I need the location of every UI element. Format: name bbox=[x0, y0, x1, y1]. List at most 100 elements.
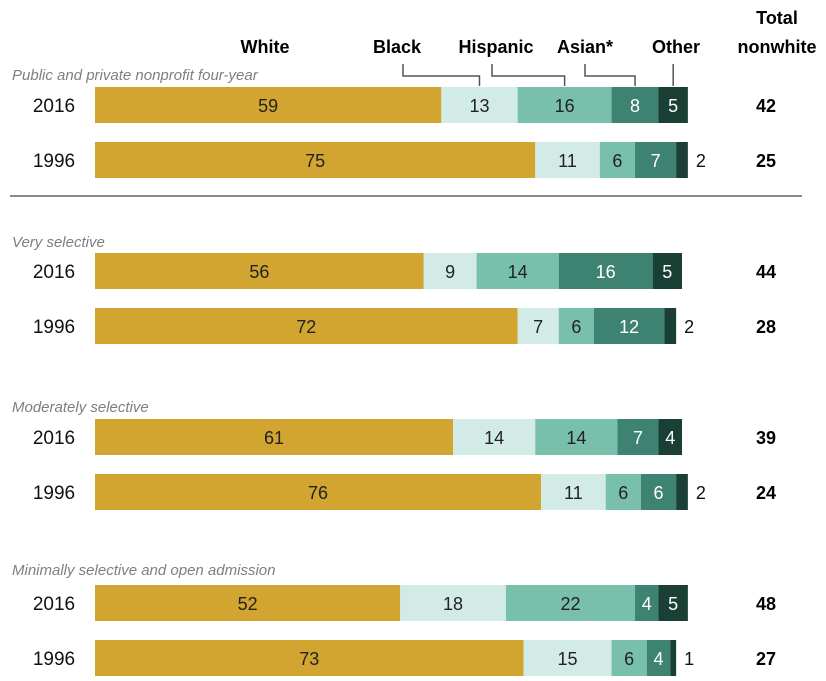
segment-value-label: 4 bbox=[654, 649, 664, 669]
segment-value-label: 59 bbox=[258, 96, 278, 116]
bar-segment-hispanic bbox=[611, 640, 647, 676]
bar-segment-other bbox=[676, 142, 688, 178]
segment-value-label: 16 bbox=[555, 96, 575, 116]
segment-value-label: 14 bbox=[508, 262, 528, 282]
bar-segment-black bbox=[517, 308, 559, 344]
bar-segment-other bbox=[676, 474, 688, 510]
bar-segment-asian bbox=[558, 253, 653, 289]
total-header-line-1: Total bbox=[756, 8, 798, 28]
group-label: Very selective bbox=[12, 234, 105, 251]
legend-leader-black bbox=[402, 64, 481, 86]
bar-segment-white bbox=[95, 253, 424, 289]
bar-segment-hispanic bbox=[605, 474, 641, 510]
segment-value-label: 52 bbox=[238, 594, 258, 614]
year-label: 1996 bbox=[33, 483, 75, 504]
segment-value-label: 15 bbox=[558, 649, 578, 669]
bar-segment-white bbox=[95, 308, 518, 344]
bar-segment-white bbox=[95, 142, 536, 178]
bar-segment-hispanic bbox=[599, 142, 636, 178]
bar-segment-white bbox=[95, 585, 401, 621]
bar-segment-black bbox=[400, 585, 506, 621]
bar-segment-asian bbox=[635, 142, 677, 178]
bar-segment-white bbox=[95, 474, 542, 510]
bar-segment-other bbox=[658, 419, 682, 455]
legend-leader-asian bbox=[584, 64, 636, 86]
segment-value-label: 6 bbox=[624, 649, 634, 669]
bar-segment-hispanic bbox=[535, 419, 618, 455]
bar-segment-asian bbox=[617, 419, 659, 455]
year-label: 2016 bbox=[33, 262, 75, 283]
segment-value-label: 7 bbox=[651, 151, 661, 171]
segment-value-label: 14 bbox=[566, 428, 586, 448]
segment-value-label: 6 bbox=[612, 151, 622, 171]
bar-segment-other bbox=[670, 640, 677, 676]
bar-segment-black bbox=[523, 640, 612, 676]
segment-value-label: 13 bbox=[469, 96, 489, 116]
year-label: 2016 bbox=[33, 594, 75, 615]
segment-value-label: 18 bbox=[443, 594, 463, 614]
legend-label-hispanic: Hispanic bbox=[458, 37, 533, 57]
total-nonwhite-value: 44 bbox=[756, 262, 776, 282]
segment-value-label: 11 bbox=[564, 483, 583, 503]
bar-segment-asian bbox=[611, 87, 659, 123]
year-label: 1996 bbox=[33, 317, 75, 338]
segment-value-label: 8 bbox=[630, 96, 640, 116]
legend-leader-hispanic bbox=[491, 64, 566, 86]
bar-segment-hispanic bbox=[476, 253, 559, 289]
segment-value-label: 2 bbox=[684, 317, 694, 337]
group-label: Minimally selective and open admission bbox=[12, 562, 275, 579]
segment-value-label: 4 bbox=[665, 428, 675, 448]
segment-value-label: 6 bbox=[618, 483, 628, 503]
bar-segment-black bbox=[441, 87, 518, 123]
total-nonwhite-value: 42 bbox=[756, 96, 776, 116]
bar-segment-asian bbox=[593, 308, 665, 344]
group-label: Moderately selective bbox=[12, 399, 149, 416]
segment-value-label: 2 bbox=[696, 151, 706, 171]
segment-value-label: 75 bbox=[305, 151, 325, 171]
bar-segment-hispanic bbox=[558, 308, 594, 344]
segment-value-label: 1 bbox=[684, 649, 694, 669]
segment-value-label: 22 bbox=[560, 594, 580, 614]
segment-value-label: 61 bbox=[264, 428, 284, 448]
segment-value-label: 6 bbox=[571, 317, 581, 337]
total-nonwhite-value: 48 bbox=[756, 594, 776, 614]
bar-segment-other bbox=[658, 87, 688, 123]
segment-value-label: 7 bbox=[533, 317, 543, 337]
bar-segment-other bbox=[658, 585, 688, 621]
total-nonwhite-value: 28 bbox=[756, 317, 776, 337]
group-label: Public and private nonprofit four-year bbox=[12, 67, 259, 84]
bars: Public and private nonprofit four-year 20… bbox=[12, 67, 776, 676]
total-nonwhite-value: 27 bbox=[756, 649, 776, 669]
segment-value-label: 56 bbox=[249, 262, 269, 282]
bar-segment-white bbox=[95, 640, 524, 676]
segment-value-label: 12 bbox=[619, 317, 639, 337]
bar-segment-other bbox=[652, 253, 682, 289]
segment-value-label: 5 bbox=[668, 594, 678, 614]
segment-value-label: 72 bbox=[296, 317, 316, 337]
bar-segment-black bbox=[535, 142, 600, 178]
segment-value-label: 7 bbox=[633, 428, 643, 448]
bar-segment-white bbox=[95, 419, 454, 455]
bar-segment-asian bbox=[640, 474, 677, 510]
bar-segment-hispanic bbox=[517, 87, 612, 123]
segment-value-label: 4 bbox=[642, 594, 652, 614]
total-nonwhite-value: 25 bbox=[756, 151, 776, 171]
bar-segment-other bbox=[664, 308, 677, 344]
year-label: 1996 bbox=[33, 649, 75, 670]
bar-segment-hispanic bbox=[505, 585, 636, 621]
legend-label-asian: Asian* bbox=[557, 37, 613, 57]
segment-value-label: 6 bbox=[654, 483, 664, 503]
bar-segment-black bbox=[453, 419, 536, 455]
year-label: 1996 bbox=[33, 151, 75, 172]
segment-value-label: 11 bbox=[558, 151, 577, 171]
legend-label-other: Other bbox=[652, 37, 700, 57]
bar-segment-asian bbox=[646, 640, 671, 676]
total-nonwhite-value: 39 bbox=[756, 428, 776, 448]
total-nonwhite-value: 24 bbox=[756, 483, 776, 503]
segment-value-label: 5 bbox=[668, 96, 678, 116]
segment-value-label: 5 bbox=[662, 262, 672, 282]
segment-value-label: 16 bbox=[596, 262, 616, 282]
segment-value-label: 14 bbox=[484, 428, 504, 448]
total-header-line-2: nonwhite bbox=[738, 37, 817, 57]
year-label: 2016 bbox=[33, 96, 75, 117]
